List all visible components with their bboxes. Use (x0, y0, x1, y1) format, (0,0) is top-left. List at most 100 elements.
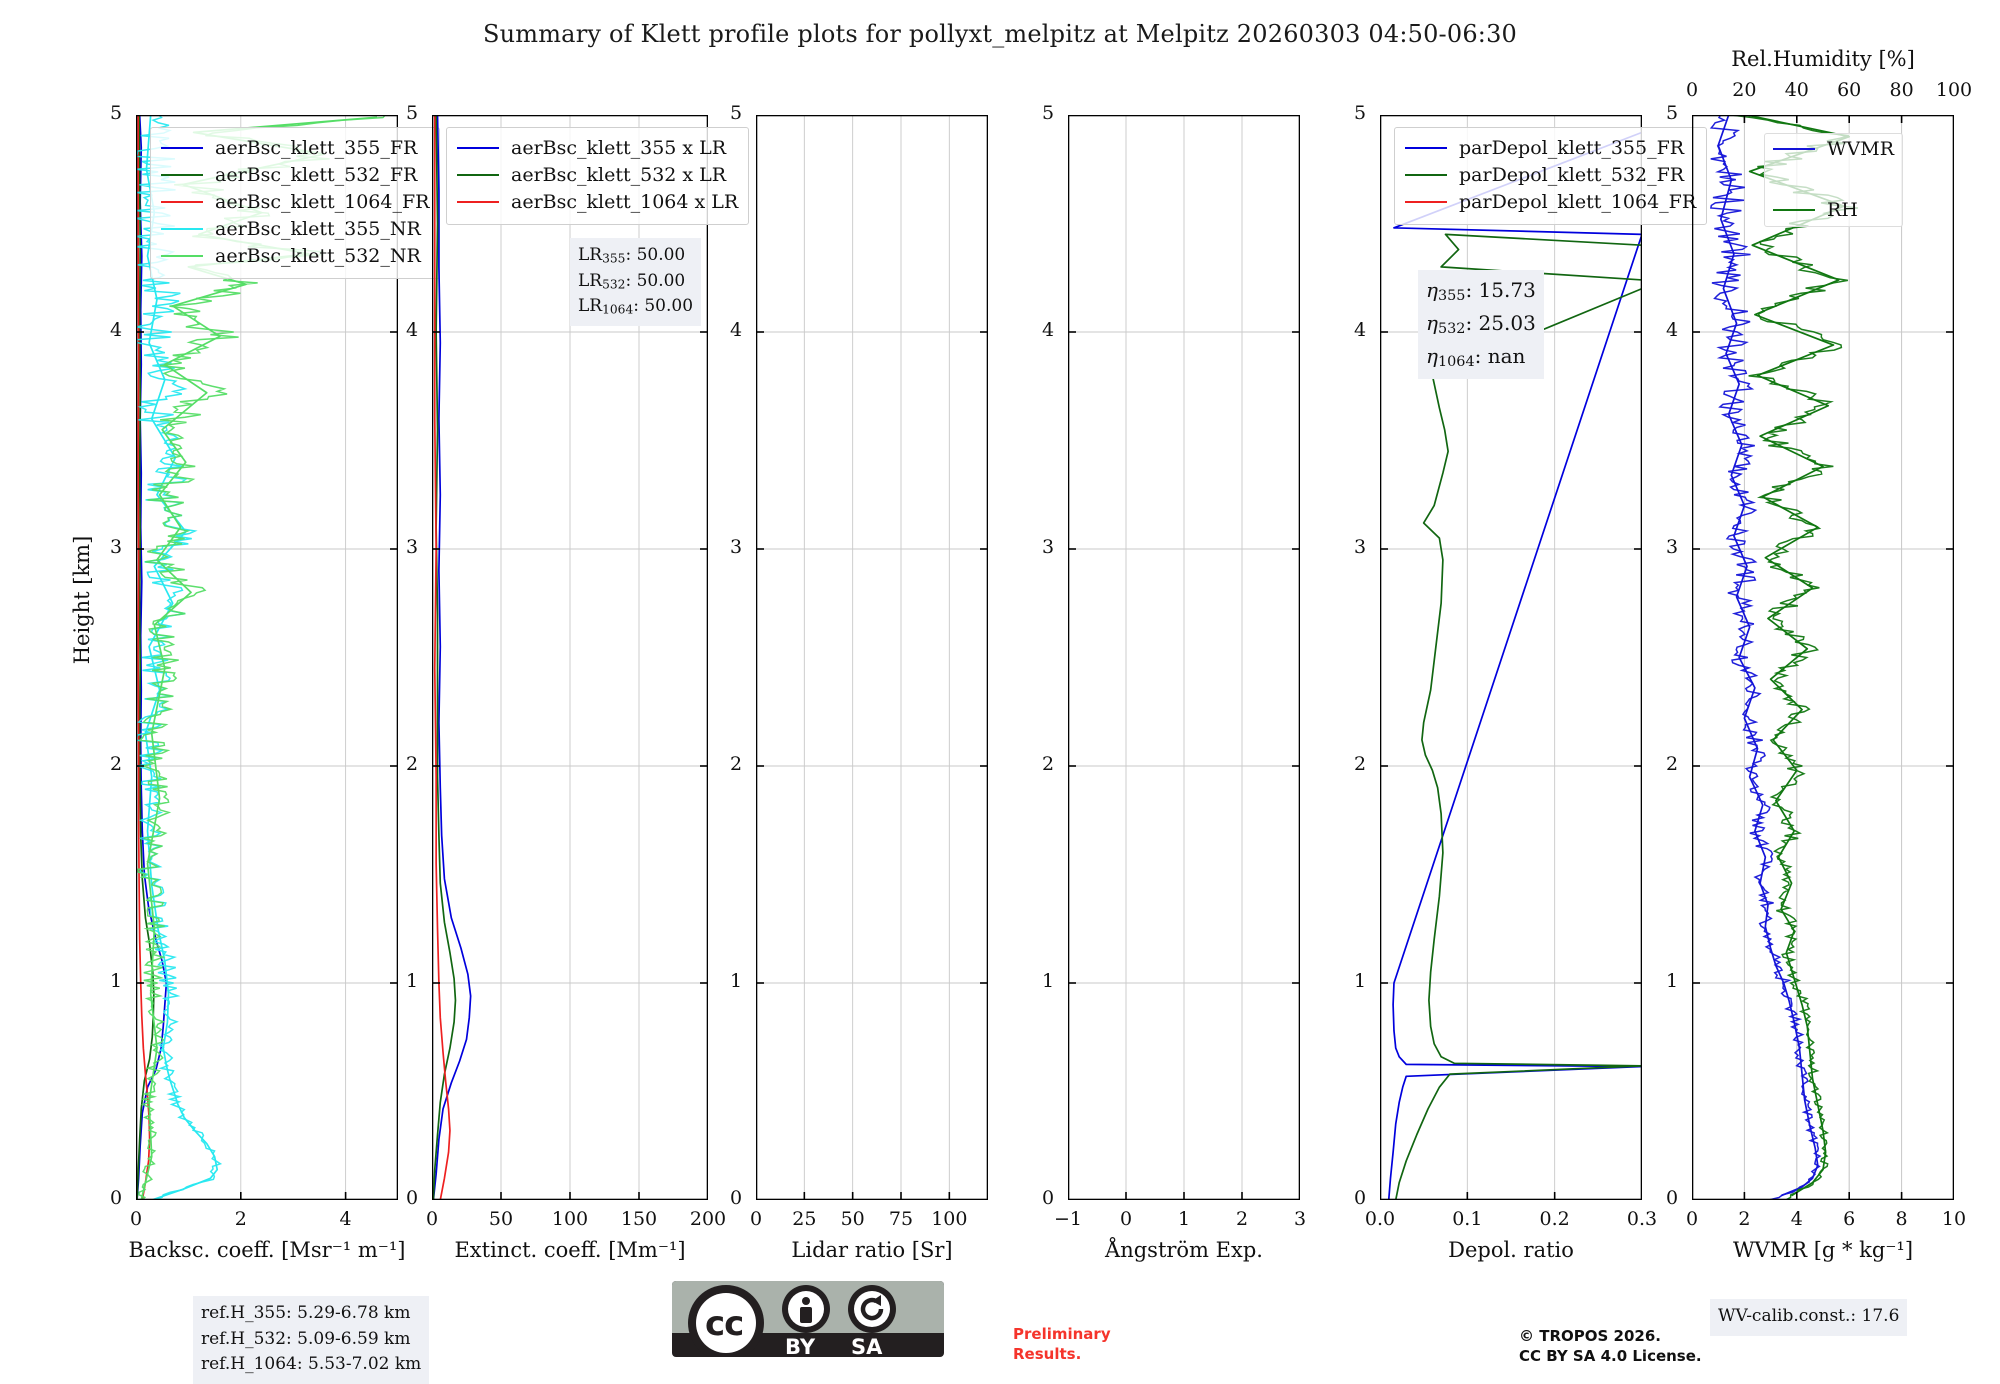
legend-item-wvmr-rh-0[interactable]: WVMR (1773, 136, 1894, 163)
legend-item-extinction-2[interactable]: aerBsc_klett_1064 x LR (457, 189, 738, 216)
legend-label-backscatter-2: aerBsc_klett_1064_FR (215, 190, 430, 213)
annotation-row-depol-ratio-0: η355: 15.73 (1426, 278, 1536, 305)
ytick-extinction-2: 2 (406, 753, 419, 775)
ytick-depol-ratio-1: 1 (1354, 970, 1367, 992)
legend-item-depol-ratio-0[interactable]: parDepol_klett_355_FR (1405, 135, 1696, 162)
xtick-depol-ratio-0: 0.0 (1364, 1208, 1396, 1230)
legend-swatch-depol-ratio-2 (1405, 201, 1447, 204)
cc-license-badge[interactable]: cc BY SA (672, 1281, 944, 1357)
legend-item-backscatter-4[interactable]: aerBsc_klett_532_NR (161, 243, 429, 270)
ytick-wvmr-rh-4: 4 (1666, 319, 1679, 341)
legend-item-depol-ratio-2[interactable]: parDepol_klett_1064_FR (1405, 189, 1696, 216)
share-alike-arrow-icon (860, 1295, 884, 1321)
legend-label-extinction-0: aerBsc_klett_355 x LR (511, 137, 727, 159)
ytick-wvmr-rh-5: 5 (1666, 102, 1679, 124)
xtick-lidar-ratio-2: 50 (840, 1208, 865, 1230)
tropos-copyright: © TROPOS 2026. CC BY SA 4.0 License. (1519, 1326, 1702, 1367)
tropos-line-2: CC BY SA 4.0 License. (1519, 1347, 1702, 1366)
xtick-lidar-ratio-3: 75 (888, 1208, 914, 1230)
person-head-icon (802, 1297, 810, 1305)
xtick-backscatter-2: 4 (339, 1208, 352, 1230)
ytick-backscatter-5: 5 (110, 102, 123, 124)
legend-item-extinction-1[interactable]: aerBsc_klett_532 x LR (457, 162, 738, 189)
legend-label-backscatter-3: aerBsc_klett_355_NR (215, 217, 421, 240)
preliminary-results-note: Preliminary Results. (1013, 1325, 1111, 1365)
xtick-lidar-ratio-4: 100 (931, 1208, 968, 1230)
xtick-extinction-0: 0 (425, 1208, 439, 1230)
annotation-row-extinction-2: LR1064: 50.00 (578, 296, 694, 317)
xtick-depol-ratio-1: 0.1 (1452, 1208, 1483, 1230)
preliminary-line-1: Preliminary (1013, 1325, 1111, 1343)
x-axis-label-wvmr-rh: WVMR [g * kg⁻¹] (1732, 1238, 1914, 1262)
xtick-angstrom-1: 0 (1119, 1208, 1133, 1230)
plot-panel-backscatter (136, 115, 398, 1200)
ytick-lidar-ratio-5: 5 (730, 102, 743, 124)
annotation-row-extinction-0: LR355: 50.00 (578, 245, 686, 266)
legend-label-depol-ratio-0: parDepol_klett_355_FR (1459, 137, 1685, 159)
legend-item-depol-ratio-1[interactable]: parDepol_klett_532_FR (1405, 162, 1696, 189)
ytick-lidar-ratio-2: 2 (730, 753, 743, 775)
ytick-angstrom-0: 0 (1042, 1187, 1055, 1209)
ytick-wvmr-rh-3: 3 (1666, 536, 1679, 558)
legend-swatch-backscatter-1 (161, 174, 203, 177)
preliminary-line-2: Results. (1013, 1344, 1082, 1363)
legend-swatch-extinction-2 (457, 201, 499, 204)
ytick-wvmr-rh-1: 1 (1666, 970, 1679, 992)
ytick-depol-ratio-0: 0 (1354, 1187, 1367, 1209)
xtick-angstrom-3: 2 (1235, 1208, 1249, 1230)
x-axis-label-extinction: Extinct. coeff. [Mm⁻¹] (454, 1238, 686, 1262)
ytick-extinction-4: 4 (406, 319, 419, 341)
xtick-wvmr-rh-4: 8 (1895, 1208, 1908, 1230)
ytick-lidar-ratio-3: 3 (730, 536, 743, 558)
ytick-backscatter-1: 1 (110, 970, 123, 992)
legend-swatch-backscatter-3 (161, 228, 203, 231)
legend-item-wvmr-rh-1[interactable]: RH (1773, 197, 1894, 224)
plot-area-depol-ratio (1380, 115, 1642, 1200)
ytick-depol-ratio-5: 5 (1354, 102, 1367, 124)
by-label: BY (785, 1335, 816, 1357)
legend-wvmr-rh[interactable]: WVMR RH (1764, 133, 1904, 227)
ref-height-1064: ref.H_1064: 5.53-7.02 km (201, 1354, 422, 1374)
legend-swatch-backscatter-4 (161, 255, 203, 258)
tropos-line-1: © TROPOS 2026. (1519, 1327, 1661, 1345)
xtick-wvmr-rh-1: 2 (1738, 1208, 1751, 1230)
legend-extinction[interactable]: aerBsc_klett_355 x LR aerBsc_klett_532 x … (446, 127, 750, 225)
xtick-lidar-ratio-1: 25 (792, 1208, 817, 1230)
legend-label-wvmr-rh-0: WVMR (1827, 138, 1895, 160)
ytick-depol-ratio-3: 3 (1354, 536, 1367, 558)
legend-item-extinction-0[interactable]: aerBsc_klett_355 x LR (457, 135, 738, 162)
annotation-row-depol-ratio-1: η532: 25.03 (1426, 310, 1536, 337)
plot-area-angstrom (1068, 115, 1300, 1200)
ytick-backscatter-4: 4 (110, 319, 123, 341)
person-body-icon (800, 1307, 812, 1323)
plot-panel-angstrom (1068, 115, 1300, 1200)
ytick-backscatter-0: 0 (110, 1187, 123, 1209)
annotation-box-extinction: LR355: 50.00 LR532: 50.00 LR1064: 50.00 (570, 238, 702, 326)
ytick-lidar-ratio-1: 1 (730, 970, 743, 992)
x-axis-label-backscatter: Backsc. coeff. [Msr⁻¹ m⁻¹] (128, 1238, 406, 1262)
ytick-lidar-ratio-4: 4 (730, 319, 743, 341)
legend-label-depol-ratio-1: parDepol_klett_532_FR (1459, 163, 1685, 186)
legend-label-backscatter-0: aerBsc_klett_355_FR (215, 137, 418, 159)
legend-item-backscatter-1[interactable]: aerBsc_klett_532_FR (161, 162, 429, 189)
legend-item-backscatter-0[interactable]: aerBsc_klett_355_FR (161, 135, 429, 162)
ref-height-532: ref.H_532: 5.09-6.59 km (201, 1328, 411, 1349)
x-axis-label-lidar-ratio: Lidar ratio [Sr] (791, 1238, 953, 1262)
plot-area-extinction (432, 115, 708, 1200)
ref-height-355: ref.H_355: 5.29-6.78 km (201, 1303, 411, 1323)
legend-depol-ratio[interactable]: parDepol_klett_355_FR parDepol_klett_532_… (1394, 127, 1708, 225)
plot-area-backscatter (136, 115, 398, 1200)
legend-label-backscatter-1: aerBsc_klett_532_FR (215, 163, 418, 186)
ytick-backscatter-2: 2 (110, 753, 123, 775)
page-title: Summary of Klett profile plots for polly… (482, 20, 1518, 48)
x-axis-label-depol-ratio: Depol. ratio (1448, 1238, 1574, 1262)
legend-item-backscatter-3[interactable]: aerBsc_klett_355_NR (161, 216, 429, 243)
cc-icon-inner (696, 1293, 756, 1353)
xtick-wvmr-rh-3: 6 (1843, 1208, 1856, 1230)
annotation-row-depol-ratio-2: η1064: nan (1426, 343, 1526, 370)
legend-item-backscatter-2[interactable]: aerBsc_klett_1064_FR (161, 189, 429, 216)
legend-swatch-depol-ratio-0 (1405, 147, 1447, 150)
ytick-wvmr-rh-2: 2 (1666, 753, 1679, 775)
